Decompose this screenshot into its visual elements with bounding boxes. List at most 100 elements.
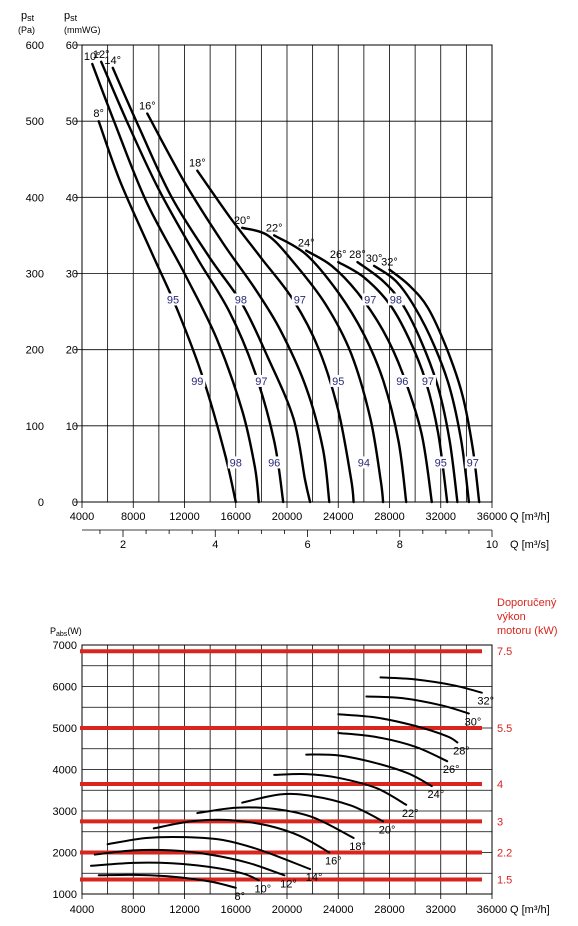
pressure-curve bbox=[273, 234, 408, 504]
efficiency-label-bg bbox=[227, 456, 244, 469]
efficiency-label: 95 bbox=[435, 457, 447, 469]
power-curve-label: 12° bbox=[280, 878, 297, 890]
efficiency-label-bg bbox=[291, 293, 308, 306]
x-tick-m3s: 2 bbox=[120, 539, 126, 551]
power-curve bbox=[106, 835, 312, 871]
power-curves bbox=[90, 676, 483, 889]
efficiency-label: 97 bbox=[255, 376, 267, 388]
x-tick-m3h: 28000 bbox=[374, 511, 405, 523]
efficiency-label: 97 bbox=[294, 294, 306, 306]
efficiency-label: 98 bbox=[390, 294, 402, 306]
efficiency-label: 95 bbox=[332, 376, 344, 388]
mmwg-unit-label: (mmWG) bbox=[64, 25, 100, 35]
motor-label-line2: výkon bbox=[497, 611, 526, 623]
y-tick-w: 3000 bbox=[53, 806, 77, 818]
y-tick-w: 7000 bbox=[53, 640, 77, 652]
efficiency-label: 97 bbox=[422, 376, 434, 388]
x-tick-m3s: 6 bbox=[304, 539, 310, 551]
pressure-curve-label: 20° bbox=[234, 215, 251, 227]
y-tick-mmwg: 0 bbox=[72, 497, 78, 509]
power-chart-axes: 1000 2000 3000 4000 5000 6000 7000 4000 8000 1200… bbox=[53, 640, 508, 916]
motor-power-label: 2.2 bbox=[497, 848, 512, 860]
pressure-curve bbox=[146, 112, 331, 504]
y-tick-pa: 0 bbox=[38, 497, 44, 509]
pressure-curve-label: 12° bbox=[93, 49, 110, 61]
x-tick-m3h: 32000 bbox=[425, 511, 456, 523]
x-tick-m3h-bottom: 4000 bbox=[70, 904, 94, 916]
power-curve-label: 20° bbox=[379, 824, 396, 836]
power-curve-labels: 8° 10° 12° 14°16° 18° 20° 22° 24° 26° 28° 30° 32° bbox=[234, 696, 494, 903]
pressure-curve bbox=[100, 60, 285, 504]
y-tick-w: 2000 bbox=[53, 848, 77, 860]
efficiency-label: 96 bbox=[268, 457, 280, 469]
power-curve-label: 16° bbox=[325, 856, 342, 868]
efficiency-label-bg bbox=[419, 374, 436, 387]
motor-power-label: 3 bbox=[497, 816, 503, 828]
efficiency-label-bg bbox=[464, 456, 481, 469]
efficiency-label-bg bbox=[232, 293, 249, 306]
power-curve bbox=[90, 861, 260, 882]
motor-power-label: 1.5 bbox=[497, 874, 512, 886]
power-curve bbox=[97, 873, 237, 889]
y-tick-mmwg: 60 bbox=[66, 40, 78, 52]
power-curve-label: 10° bbox=[254, 883, 271, 895]
power-curve bbox=[305, 753, 433, 788]
pressure-curve-label: 28° bbox=[349, 249, 366, 261]
pressure-curve-labels: 8° 10°12°14° 16° 18° 20° 22° 24° 26° 28° 30°32° bbox=[84, 49, 398, 269]
q-m3h-axis-label: Q [m³/h] bbox=[510, 511, 550, 523]
y-tick-mmwg: 40 bbox=[66, 192, 78, 204]
power-curve-label: 24° bbox=[427, 789, 444, 801]
pressure-curve-label: 30° bbox=[366, 253, 383, 265]
power-curve-label: 18° bbox=[349, 841, 366, 853]
pressure-curve-label: 8° bbox=[93, 108, 104, 120]
y-tick-pa: 200 bbox=[26, 345, 44, 357]
y-tick-pa: 500 bbox=[26, 116, 44, 128]
pa-unit-label: (Pa) bbox=[18, 25, 35, 35]
x-tick-m3h-bottom: 16000 bbox=[220, 904, 251, 916]
efficiency-label-bg bbox=[189, 374, 206, 387]
x-tick-m3h-bottom: 36000 bbox=[477, 904, 508, 916]
pressure-curve bbox=[356, 260, 459, 504]
pressure-curve bbox=[111, 66, 312, 504]
x-tick-m3s: 8 bbox=[397, 539, 403, 551]
efficiency-label-bg bbox=[387, 293, 404, 306]
x-tick-m3s: 10 bbox=[486, 539, 498, 551]
x-tick-m3s: 4 bbox=[212, 539, 218, 551]
y-tick-w: 4000 bbox=[53, 765, 77, 777]
x-tick-m3h-bottom: 28000 bbox=[374, 904, 405, 916]
efficiency-label-bg bbox=[362, 293, 379, 306]
efficiency-label: 96 bbox=[396, 376, 408, 388]
y-tick-mmwg: 10 bbox=[66, 421, 78, 433]
power-curve-label: 14° bbox=[306, 872, 323, 884]
pressure-curve-label: 22° bbox=[266, 222, 283, 234]
efficiency-label-bg bbox=[164, 293, 181, 306]
power-curve bbox=[337, 732, 449, 763]
power-curve-label: 8° bbox=[234, 891, 245, 903]
efficiency-label-bg bbox=[394, 374, 411, 387]
efficiency-label-bg bbox=[266, 456, 283, 469]
power-curve bbox=[379, 676, 483, 694]
x-tick-m3h: 16000 bbox=[220, 511, 251, 523]
efficiency-label: 95 bbox=[167, 294, 179, 306]
power-curve-label: 32° bbox=[477, 696, 494, 708]
y-tick-pa: 400 bbox=[26, 192, 44, 204]
pressure-curve-label: 16° bbox=[139, 101, 156, 113]
pressure-curve bbox=[305, 249, 433, 504]
power-curve bbox=[337, 713, 459, 744]
pressure-curve bbox=[196, 169, 355, 504]
power-curve-label: 26° bbox=[443, 764, 460, 776]
pressure-curve bbox=[372, 264, 471, 504]
efficiency-label-bg bbox=[253, 374, 270, 387]
motor-label-line3: motoru (kW) bbox=[497, 625, 558, 637]
y-tick-w: 5000 bbox=[53, 723, 77, 735]
power-curve-label: 30° bbox=[465, 716, 482, 728]
efficiency-label-bg bbox=[330, 374, 347, 387]
motor-label-line1: Doporučený bbox=[497, 597, 557, 609]
efficiency-label: 98 bbox=[235, 294, 247, 306]
pressure-curve bbox=[97, 120, 237, 504]
y-tick-pa: 300 bbox=[26, 269, 44, 281]
q-m3s-axis-label: Q [m³/s] bbox=[510, 539, 549, 551]
efficiency-label: 94 bbox=[358, 457, 370, 469]
power-curve bbox=[152, 818, 331, 854]
